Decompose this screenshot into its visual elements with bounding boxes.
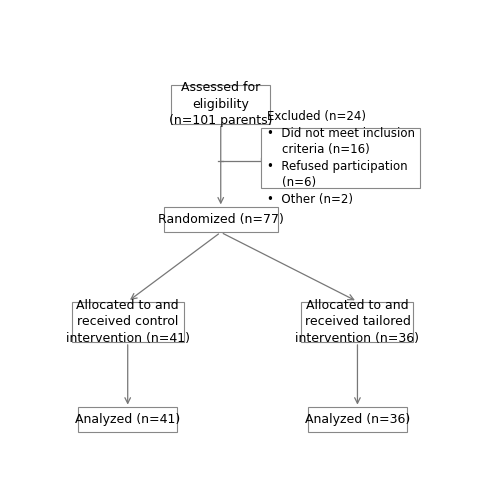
- Text: Allocated to and
received control
intervention (n=41): Allocated to and received control interv…: [66, 299, 190, 345]
- FancyBboxPatch shape: [172, 85, 270, 124]
- Text: Excluded (n=24)
•  Did not meet inclusion
    criteria (n=16)
•  Refused partici: Excluded (n=24) • Did not meet inclusion…: [268, 110, 416, 206]
- Text: Randomized (n=77): Randomized (n=77): [158, 214, 284, 226]
- FancyBboxPatch shape: [301, 302, 414, 342]
- FancyBboxPatch shape: [164, 208, 278, 233]
- FancyBboxPatch shape: [78, 408, 177, 432]
- Text: Assessed for
eligibility
(n=101 parents): Assessed for eligibility (n=101 parents): [169, 82, 272, 128]
- FancyBboxPatch shape: [261, 128, 420, 188]
- Text: Allocated to and
received tailored
intervention (n=36): Allocated to and received tailored inter…: [295, 299, 419, 345]
- Text: Analyzed (n=36): Analyzed (n=36): [305, 414, 410, 426]
- Text: Analyzed (n=41): Analyzed (n=41): [75, 414, 180, 426]
- FancyBboxPatch shape: [72, 302, 184, 342]
- FancyBboxPatch shape: [308, 408, 407, 432]
